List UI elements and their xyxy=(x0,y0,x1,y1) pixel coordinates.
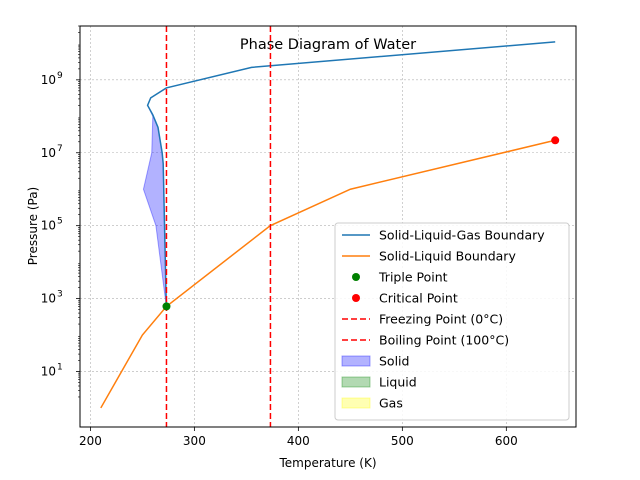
marker-critical-point xyxy=(551,136,560,145)
x-tick-label: 200 xyxy=(79,434,102,448)
legend-label-boiling-point-100-c: Boiling Point (100°C) xyxy=(379,333,509,348)
y-tick-label: 10 xyxy=(41,292,56,306)
series-solid-liquid-gas-boundary xyxy=(146,41,556,307)
y-axis-label: Pressure (Pa) xyxy=(26,187,40,265)
y-tick-label: 10 xyxy=(41,73,56,87)
x-tick-label: 500 xyxy=(391,434,414,448)
legend-label-solid-liquid-boundary: Solid-Liquid Boundary xyxy=(379,249,516,264)
legend-label-solid-liquid-gas-boundary: Solid-Liquid-Gas Boundary xyxy=(379,228,545,243)
x-axis-label: Temperature (K) xyxy=(278,456,376,470)
y-tick-exponent: 5 xyxy=(57,217,63,227)
y-tick-exponent: 3 xyxy=(57,290,63,300)
x-tick-label: 600 xyxy=(495,434,518,448)
plot-frame xyxy=(79,25,577,428)
y-tick-label: 10 xyxy=(41,219,56,233)
legend-box xyxy=(334,222,570,421)
y-tick-exponent: 7 xyxy=(57,144,63,154)
marker-triple-point xyxy=(162,302,171,311)
legend-label-liquid: Liquid xyxy=(379,375,417,390)
y-tick-label: 10 xyxy=(41,364,56,378)
legend-swatch-gas xyxy=(341,397,371,409)
series-lines xyxy=(100,26,556,427)
chart-title: Phase Diagram of Water xyxy=(240,37,416,53)
x-tick-label: 300 xyxy=(183,434,206,448)
legend-label-freezing-point-0-c: Freezing Point (0°C) xyxy=(379,312,503,327)
legend-swatch-triple-point xyxy=(352,273,360,281)
y-tick-exponent: 1 xyxy=(57,362,63,372)
x-tick-label: 400 xyxy=(287,434,310,448)
y-tick-label: 10 xyxy=(41,146,56,160)
legend: Solid-Liquid-Gas Boundary Solid-Liquid Bo… xyxy=(334,222,570,421)
legend-label-triple-point: Triple Point xyxy=(378,270,448,285)
series-solid-liquid-boundary xyxy=(100,139,556,409)
legend-label-gas: Gas xyxy=(379,396,403,411)
legend-swatch-critical-point xyxy=(352,294,360,302)
legend-swatch-solid xyxy=(341,355,371,367)
legend-label-critical-point: Critical Point xyxy=(379,291,458,306)
legend-swatch-liquid xyxy=(341,376,371,388)
y-tick-exponent: 9 xyxy=(57,71,63,81)
legend-label-solid: Solid xyxy=(379,354,409,369)
series-markers xyxy=(162,136,560,311)
